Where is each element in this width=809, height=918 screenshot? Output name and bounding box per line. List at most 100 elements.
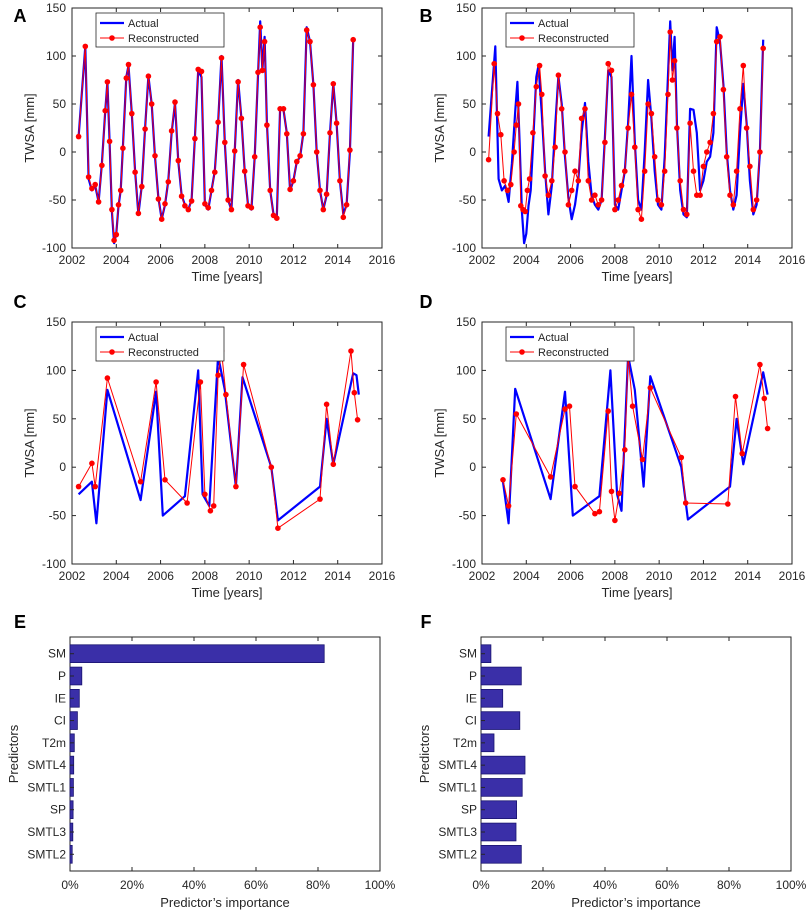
data-point-reconstructed: [205, 204, 211, 211]
data-point-reconstructed: [536, 62, 543, 69]
legend-marker-reconstructed: [519, 349, 525, 355]
data-point-reconstructed: [137, 478, 144, 485]
data-point-reconstructed: [628, 91, 635, 98]
x-tick-label: 2006: [147, 569, 174, 583]
x-tick-label: 2014: [324, 569, 351, 583]
data-point-reconstructed: [632, 144, 638, 150]
data-point-reconstructed: [303, 27, 310, 33]
chart-panel-b: B 2002 2004 2006 2008 2010 2012 2014 2016 -100 -50…: [420, 1, 806, 284]
data-point-reconstructed: [330, 461, 337, 468]
y-tick-label: -100: [42, 557, 66, 571]
legend-label-reconstructed: Reconstructed: [538, 347, 609, 359]
data-point-reconstructed: [155, 196, 162, 202]
y-axis-label: Predictors: [417, 724, 432, 783]
data-point-reconstructed: [697, 192, 703, 198]
y-tick-label: 150: [456, 315, 476, 329]
data-point-reconstructed: [524, 187, 531, 194]
data-point-reconstructed: [690, 168, 697, 174]
bar-smtl4: [480, 755, 526, 775]
data-point-reconstructed: [113, 231, 120, 238]
data-point-reconstructed: [162, 477, 168, 483]
data-point-reconstructed: [717, 34, 723, 40]
x-tick-label: 2008: [192, 253, 219, 267]
data-point-reconstructed: [533, 83, 540, 90]
data-point-reconstructed: [85, 174, 92, 180]
data-point-reconstructed: [549, 178, 555, 184]
category-label: CI: [465, 714, 477, 728]
data-point-reconstructed: [317, 496, 323, 502]
data-point-reconstructed: [682, 500, 689, 506]
data-point-reconstructed: [259, 67, 266, 74]
data-point-reconstructed: [192, 135, 198, 142]
data-point-reconstructed: [139, 183, 145, 190]
data-point-reconstructed: [710, 110, 717, 117]
data-point-reconstructed: [297, 153, 303, 159]
data-point-reconstructed: [508, 181, 514, 188]
data-point-reconstructed: [215, 372, 221, 379]
data-point-reconstructed: [348, 348, 354, 354]
plot-area: [480, 636, 792, 872]
category-label: IE: [55, 691, 66, 705]
data-point-reconstructed: [198, 68, 205, 75]
data-point-reconstructed: [115, 202, 122, 208]
data-point-reconstructed: [135, 210, 142, 217]
data-point-reconstructed: [678, 454, 685, 461]
y-axis-label: Predictors: [6, 724, 21, 783]
data-point-reconstructed: [498, 131, 504, 138]
legend-label-actual: Actual: [538, 18, 569, 30]
data-point-reconstructed: [494, 110, 501, 117]
data-point-reconstructed: [320, 206, 327, 213]
legend-marker-reconstructed: [109, 349, 115, 355]
data-point-reconstructed: [757, 149, 763, 155]
data-point-reconstructed: [210, 503, 217, 509]
x-tick-label: 0%: [61, 878, 79, 892]
legend-label-reconstructed: Reconstructed: [538, 33, 609, 45]
chart-panel-e: E SM P IE CI T2m SMTL4 SMTL1 SP SMTL3 SMTL2 0% 20% 40…: [6, 612, 396, 910]
data-point-reconstructed: [125, 61, 132, 68]
y-tick-label: -50: [49, 193, 67, 207]
data-point-reconstructed: [707, 139, 713, 146]
category-label: SP: [461, 803, 477, 817]
data-point-reconstructed: [182, 203, 188, 209]
data-point-reconstructed: [267, 187, 274, 194]
data-point-reconstructed: [720, 86, 727, 93]
x-tick-label: 2004: [103, 253, 130, 267]
x-axis-label: Predictor’s importance: [571, 895, 701, 910]
data-point-reconstructed: [261, 38, 268, 45]
data-point-reconstructed: [555, 72, 562, 78]
data-point-reconstructed: [106, 138, 113, 145]
data-point-reconstructed: [89, 185, 95, 192]
x-tick-label: 2008: [602, 253, 629, 267]
data-point-reconstructed: [757, 361, 763, 368]
x-tick-label: 2004: [513, 569, 540, 583]
data-point-reconstructed: [687, 120, 693, 126]
data-point-reconstructed: [202, 201, 208, 207]
data-point-reconstructed: [747, 163, 753, 170]
y-tick-label: -50: [459, 193, 477, 207]
x-tick-label: 2004: [513, 253, 540, 267]
data-point-reconstructed: [337, 178, 343, 184]
data-point-reconstructed: [330, 81, 337, 87]
data-point-reconstructed: [82, 43, 89, 50]
data-point-reconstructed: [582, 106, 588, 112]
bar-sm: [69, 644, 325, 663]
data-point-reconstructed: [251, 154, 258, 160]
data-point-reconstructed: [638, 216, 645, 222]
data-point-reconstructed: [162, 201, 168, 207]
data-point-reconstructed: [665, 91, 671, 98]
data-point-reconstructed: [354, 417, 361, 423]
data-point-reconstructed: [120, 145, 126, 151]
data-point-reconstructed: [618, 182, 625, 189]
data-point-reconstructed: [233, 483, 239, 490]
data-point-reconstructed: [257, 24, 264, 31]
panel-label: E: [14, 612, 26, 632]
bar-smtl2: [480, 845, 522, 864]
data-point-reconstructed: [572, 483, 578, 490]
data-point-reconstructed: [323, 191, 330, 197]
data-point-reconstructed: [228, 206, 235, 213]
data-point-reconstructed: [184, 500, 190, 506]
data-point-reconstructed: [684, 211, 690, 218]
data-point-reconstructed: [92, 181, 98, 188]
data-point-reconstructed: [515, 101, 522, 107]
data-point-reconstructed: [753, 197, 760, 203]
